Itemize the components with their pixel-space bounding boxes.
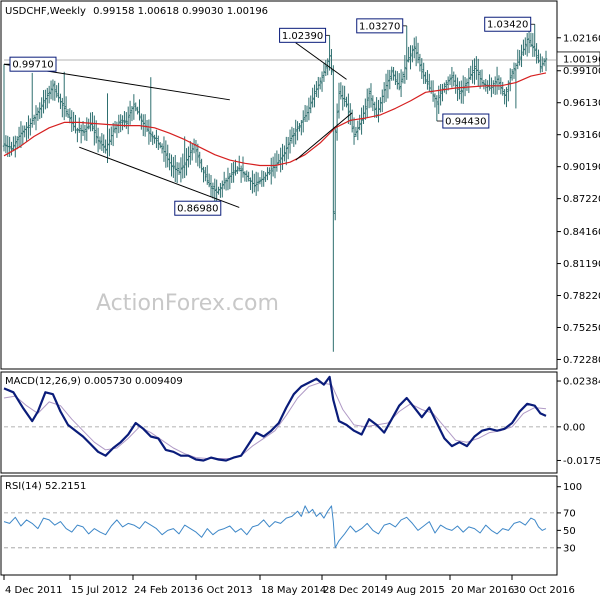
symbol-label: USDCHF,Weekly xyxy=(5,6,86,17)
x-tick-label: 28 Dec 2014 xyxy=(323,585,387,596)
x-tick-label: 24 Feb 2013 xyxy=(134,585,196,596)
price-panel-frame xyxy=(0,0,558,370)
x-tick-label: 9 Aug 2015 xyxy=(387,585,445,596)
rsi-y-tick-label: 100 xyxy=(563,482,582,493)
rsi-title: RSI(14) 52.2151 xyxy=(5,481,86,492)
annotation-box xyxy=(9,56,57,72)
price-y-tick-label: 0.72280 xyxy=(563,355,600,366)
rsi-panel-frame xyxy=(0,475,558,576)
x-tick-label: 20 Mar 2016 xyxy=(451,585,514,596)
last-price-tag: 1.00196 xyxy=(556,51,600,67)
last-price-box xyxy=(556,51,600,67)
annotation-label: 1.02390 xyxy=(282,31,323,42)
rsi-y-tick-label: 70 xyxy=(563,508,576,519)
rsi-y-tick-label: 30 xyxy=(563,543,576,554)
macd-y-tick-label: 0.00 xyxy=(563,422,585,433)
price-bars xyxy=(2,24,548,352)
watermark: ActionForex.com xyxy=(96,291,279,316)
annotation-box xyxy=(279,27,327,43)
annotation-box xyxy=(356,18,404,34)
macd-title: MACD(12,26,9) 0.005730 0.009409 xyxy=(5,376,183,387)
macd-panel-frame xyxy=(0,371,558,474)
annotation-label: 0.94430 xyxy=(445,117,486,128)
x-tick-label: 6 Oct 2013 xyxy=(197,585,252,596)
x-axis: 4 Dec 2011 15 Jul 2012 24 Feb 2013 6 Oct 20… xyxy=(3,575,575,596)
macd-y-tick-label: -0.0175 xyxy=(563,456,600,467)
rsi-line xyxy=(3,505,547,549)
x-tick-label: 15 Jul 2012 xyxy=(71,585,128,596)
macd-y-tick-label: 0.023845 xyxy=(563,377,600,388)
macd-signal-line xyxy=(3,382,547,459)
x-tick-label: 18 May 2014 xyxy=(261,585,326,596)
macd-plot xyxy=(3,375,556,462)
macd-line xyxy=(3,375,547,462)
annotation-box xyxy=(174,200,222,216)
trendline xyxy=(295,112,353,161)
rsi-plot xyxy=(3,505,556,549)
rsi-y-axis: 100 70 50 30 xyxy=(557,482,582,554)
annotation-label: 1.03420 xyxy=(487,20,528,31)
trendline xyxy=(79,146,240,208)
ohlc-values: 0.99158 1.00618 0.99030 1.00196 xyxy=(93,6,268,17)
rsi-y-tick-label: 50 xyxy=(563,526,576,537)
macd-y-axis: 0.023845 0.00 -0.0175 xyxy=(557,377,600,467)
trendline xyxy=(295,42,347,80)
x-tick-label: 4 Dec 2011 xyxy=(5,585,63,596)
moving-average-line xyxy=(3,72,547,167)
annotation-label: 0.99710 xyxy=(12,60,53,71)
annotation-label: 0.86980 xyxy=(177,204,218,215)
last-price-label: 1.00196 xyxy=(563,54,600,65)
price-annotations: 0.99710 0.86980 1.02390 1.03270 0.94430 1.034… xyxy=(4,16,535,216)
annotation-label: 1.03270 xyxy=(359,21,400,32)
annotation-box xyxy=(484,16,532,32)
sma-line xyxy=(3,72,547,167)
annotation-box xyxy=(442,113,490,129)
chart-title: USDCHF,Weekly 0.99158 1.00618 0.99030 1.… xyxy=(5,6,268,17)
x-tick-label: 30 Oct 2016 xyxy=(513,585,575,596)
